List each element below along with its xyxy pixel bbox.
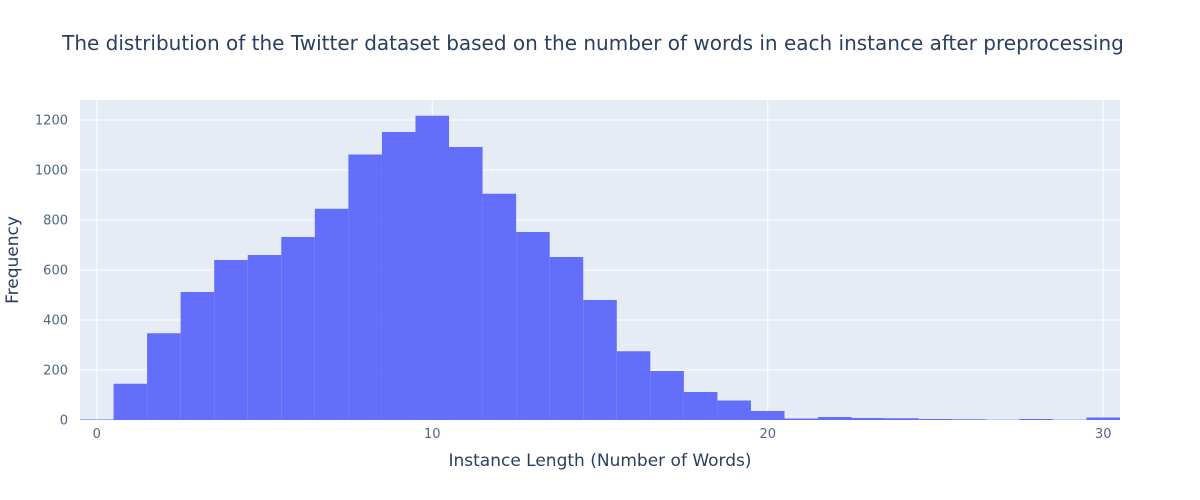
histogram-bar [516,232,550,420]
y-tick-label: 400 [43,314,68,329]
y-axis-ticks: 0 200 400 600 800 1000 1200 [35,114,68,429]
histogram-bar [952,419,986,420]
x-axis-ticks: 0 10 20 30 [93,427,1112,442]
histogram-bar [650,371,684,420]
histogram-bar [583,300,617,420]
histogram-bar [784,418,819,420]
y-tick-label: 200 [43,364,68,379]
histogram-bar [1019,419,1053,420]
histogram-bar [214,260,248,420]
histogram-bar [750,411,785,420]
bars [80,115,1120,420]
histogram-bar [281,237,315,420]
histogram-bar [147,333,181,420]
y-tick-label: 1200 [35,114,68,129]
histogram-bar [381,132,416,420]
histogram-bar [1086,417,1120,420]
x-tick-label: 20 [759,427,776,442]
histogram-bar [918,419,953,420]
x-axis-title: Instance Length (Number of Words) [448,451,751,471]
histogram-bar [314,208,349,420]
histogram-bar [683,392,718,420]
histogram-bar [113,383,148,420]
histogram-bar [616,351,651,420]
histogram-bar [851,418,886,420]
histogram-bar [80,419,114,420]
chart-title: The distribution of the Twitter dataset … [61,31,1124,55]
x-tick-label: 10 [424,427,441,442]
y-tick-label: 1000 [35,164,68,179]
x-tick-label: 0 [93,427,101,442]
histogram-bar [348,154,382,420]
y-tick-label: 600 [43,264,68,279]
histogram-bar [180,292,215,420]
y-tick-label: 800 [43,214,68,229]
histogram-bar [717,400,751,420]
histogram-bar [818,417,852,420]
histogram-bar [415,115,450,420]
y-tick-label: 0 [60,414,68,429]
histogram-bar [549,257,584,420]
histogram-bar [449,147,483,420]
histogram-bar [247,255,282,420]
x-tick-label: 30 [1095,427,1112,442]
y-axis-title: Frequency [3,216,23,304]
histogram-bar [885,418,919,420]
histogram-bar [482,193,517,420]
